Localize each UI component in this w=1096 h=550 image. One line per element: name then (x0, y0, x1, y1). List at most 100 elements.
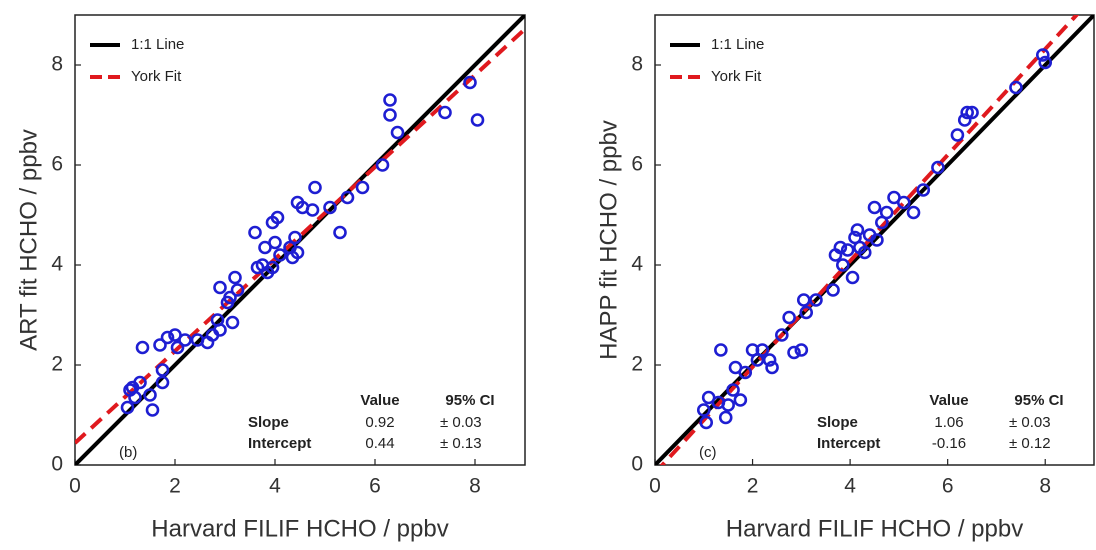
plot-frame (74, 14, 526, 466)
point (383, 93, 397, 107)
legend-label: York Fit (131, 68, 182, 85)
point (845, 270, 860, 285)
point (268, 235, 282, 250)
point (155, 363, 170, 377)
panel-label: (b) (119, 444, 137, 461)
point (305, 203, 320, 217)
point (213, 280, 227, 295)
point (1038, 55, 1053, 70)
point (153, 338, 167, 352)
y-tick-label: 4 (51, 253, 63, 276)
point (120, 400, 135, 415)
x-tick-label: 0 (69, 475, 81, 498)
point (857, 245, 872, 260)
point (143, 388, 157, 402)
table-row-label: Slope (248, 414, 289, 431)
point (916, 183, 931, 197)
point (782, 310, 796, 325)
point (438, 105, 452, 120)
point (870, 233, 884, 247)
plot-area (655, 15, 1094, 465)
point (170, 340, 185, 355)
y-tick-label: 2 (51, 353, 63, 376)
x-tick-label: 8 (1039, 475, 1051, 498)
point (135, 340, 150, 355)
x-tick-label: 2 (169, 475, 181, 498)
x-tick-label: 8 (469, 475, 481, 498)
table-value: -0.16 (932, 435, 966, 452)
point (775, 328, 789, 342)
point (270, 210, 285, 225)
point (833, 240, 848, 255)
point (288, 230, 302, 245)
point (835, 258, 850, 272)
y-tick-label: 6 (631, 153, 643, 176)
point (867, 200, 882, 215)
point (726, 383, 740, 397)
point (228, 270, 242, 285)
panel: 0 2 4 6 8 0 2 4 6 8 Harvard FILIF HCHO / ppbv HAPP … (595, 14, 1095, 542)
point (733, 393, 748, 407)
point (273, 248, 287, 262)
point (1035, 48, 1050, 62)
point (794, 343, 809, 357)
point (383, 108, 397, 122)
point (145, 403, 160, 417)
table-header: 95% CI (1014, 392, 1063, 409)
legend-label: 1:1 Line (131, 36, 184, 53)
y-tick-label: 2 (631, 353, 643, 376)
point (762, 353, 777, 367)
point (1009, 80, 1023, 95)
point (160, 330, 175, 345)
point (390, 125, 405, 140)
point (265, 260, 280, 275)
point (896, 195, 911, 210)
x-tick-label: 6 (369, 475, 381, 498)
table-ci: ± 0.03 (1009, 414, 1051, 431)
point (879, 205, 894, 220)
x-axis-label: Harvard FILIF HCHO / ppbv (726, 515, 1023, 542)
y-tick-label: 8 (631, 53, 643, 76)
point (850, 223, 865, 237)
point (178, 333, 192, 347)
point (906, 205, 921, 220)
point (290, 245, 305, 260)
point (787, 345, 801, 360)
x-tick-label: 0 (649, 475, 661, 498)
x-axis-label: Harvard FILIF HCHO / ppbv (151, 515, 448, 542)
table-value: 1.06 (934, 414, 963, 431)
fit-line (659, 15, 1080, 465)
point (225, 315, 240, 330)
point (128, 390, 142, 405)
y-axis-label: ART fit HCHO / ppbv (15, 129, 42, 351)
point (696, 403, 711, 417)
point (213, 323, 227, 337)
table-row-label: Intercept (248, 435, 311, 452)
x-tick-label: 2 (747, 475, 759, 498)
y-tick-label: 0 (631, 453, 643, 476)
y-tick-label: 6 (51, 153, 63, 176)
panel-label: (c) (699, 444, 717, 461)
table-header: Value (929, 392, 968, 409)
table-ci: ± 0.12 (1009, 435, 1051, 452)
table-value: 0.92 (365, 414, 394, 431)
point (965, 105, 979, 120)
x-tick-label: 4 (844, 475, 856, 498)
x-tick-label: 6 (942, 475, 954, 498)
point (721, 398, 735, 412)
table-row-label: Slope (817, 414, 858, 431)
point (323, 200, 337, 215)
point (333, 225, 347, 240)
x-tick-label: 4 (269, 475, 281, 498)
point (755, 343, 770, 357)
point (230, 283, 245, 297)
y-axis-label: HAPP fit HCHO / ppbv (595, 120, 622, 360)
plot-frame (654, 14, 1095, 466)
point (960, 105, 974, 120)
point (308, 180, 322, 195)
point (950, 128, 965, 142)
point (738, 365, 753, 380)
table-ci: ± 0.03 (440, 414, 482, 431)
point (840, 243, 855, 257)
